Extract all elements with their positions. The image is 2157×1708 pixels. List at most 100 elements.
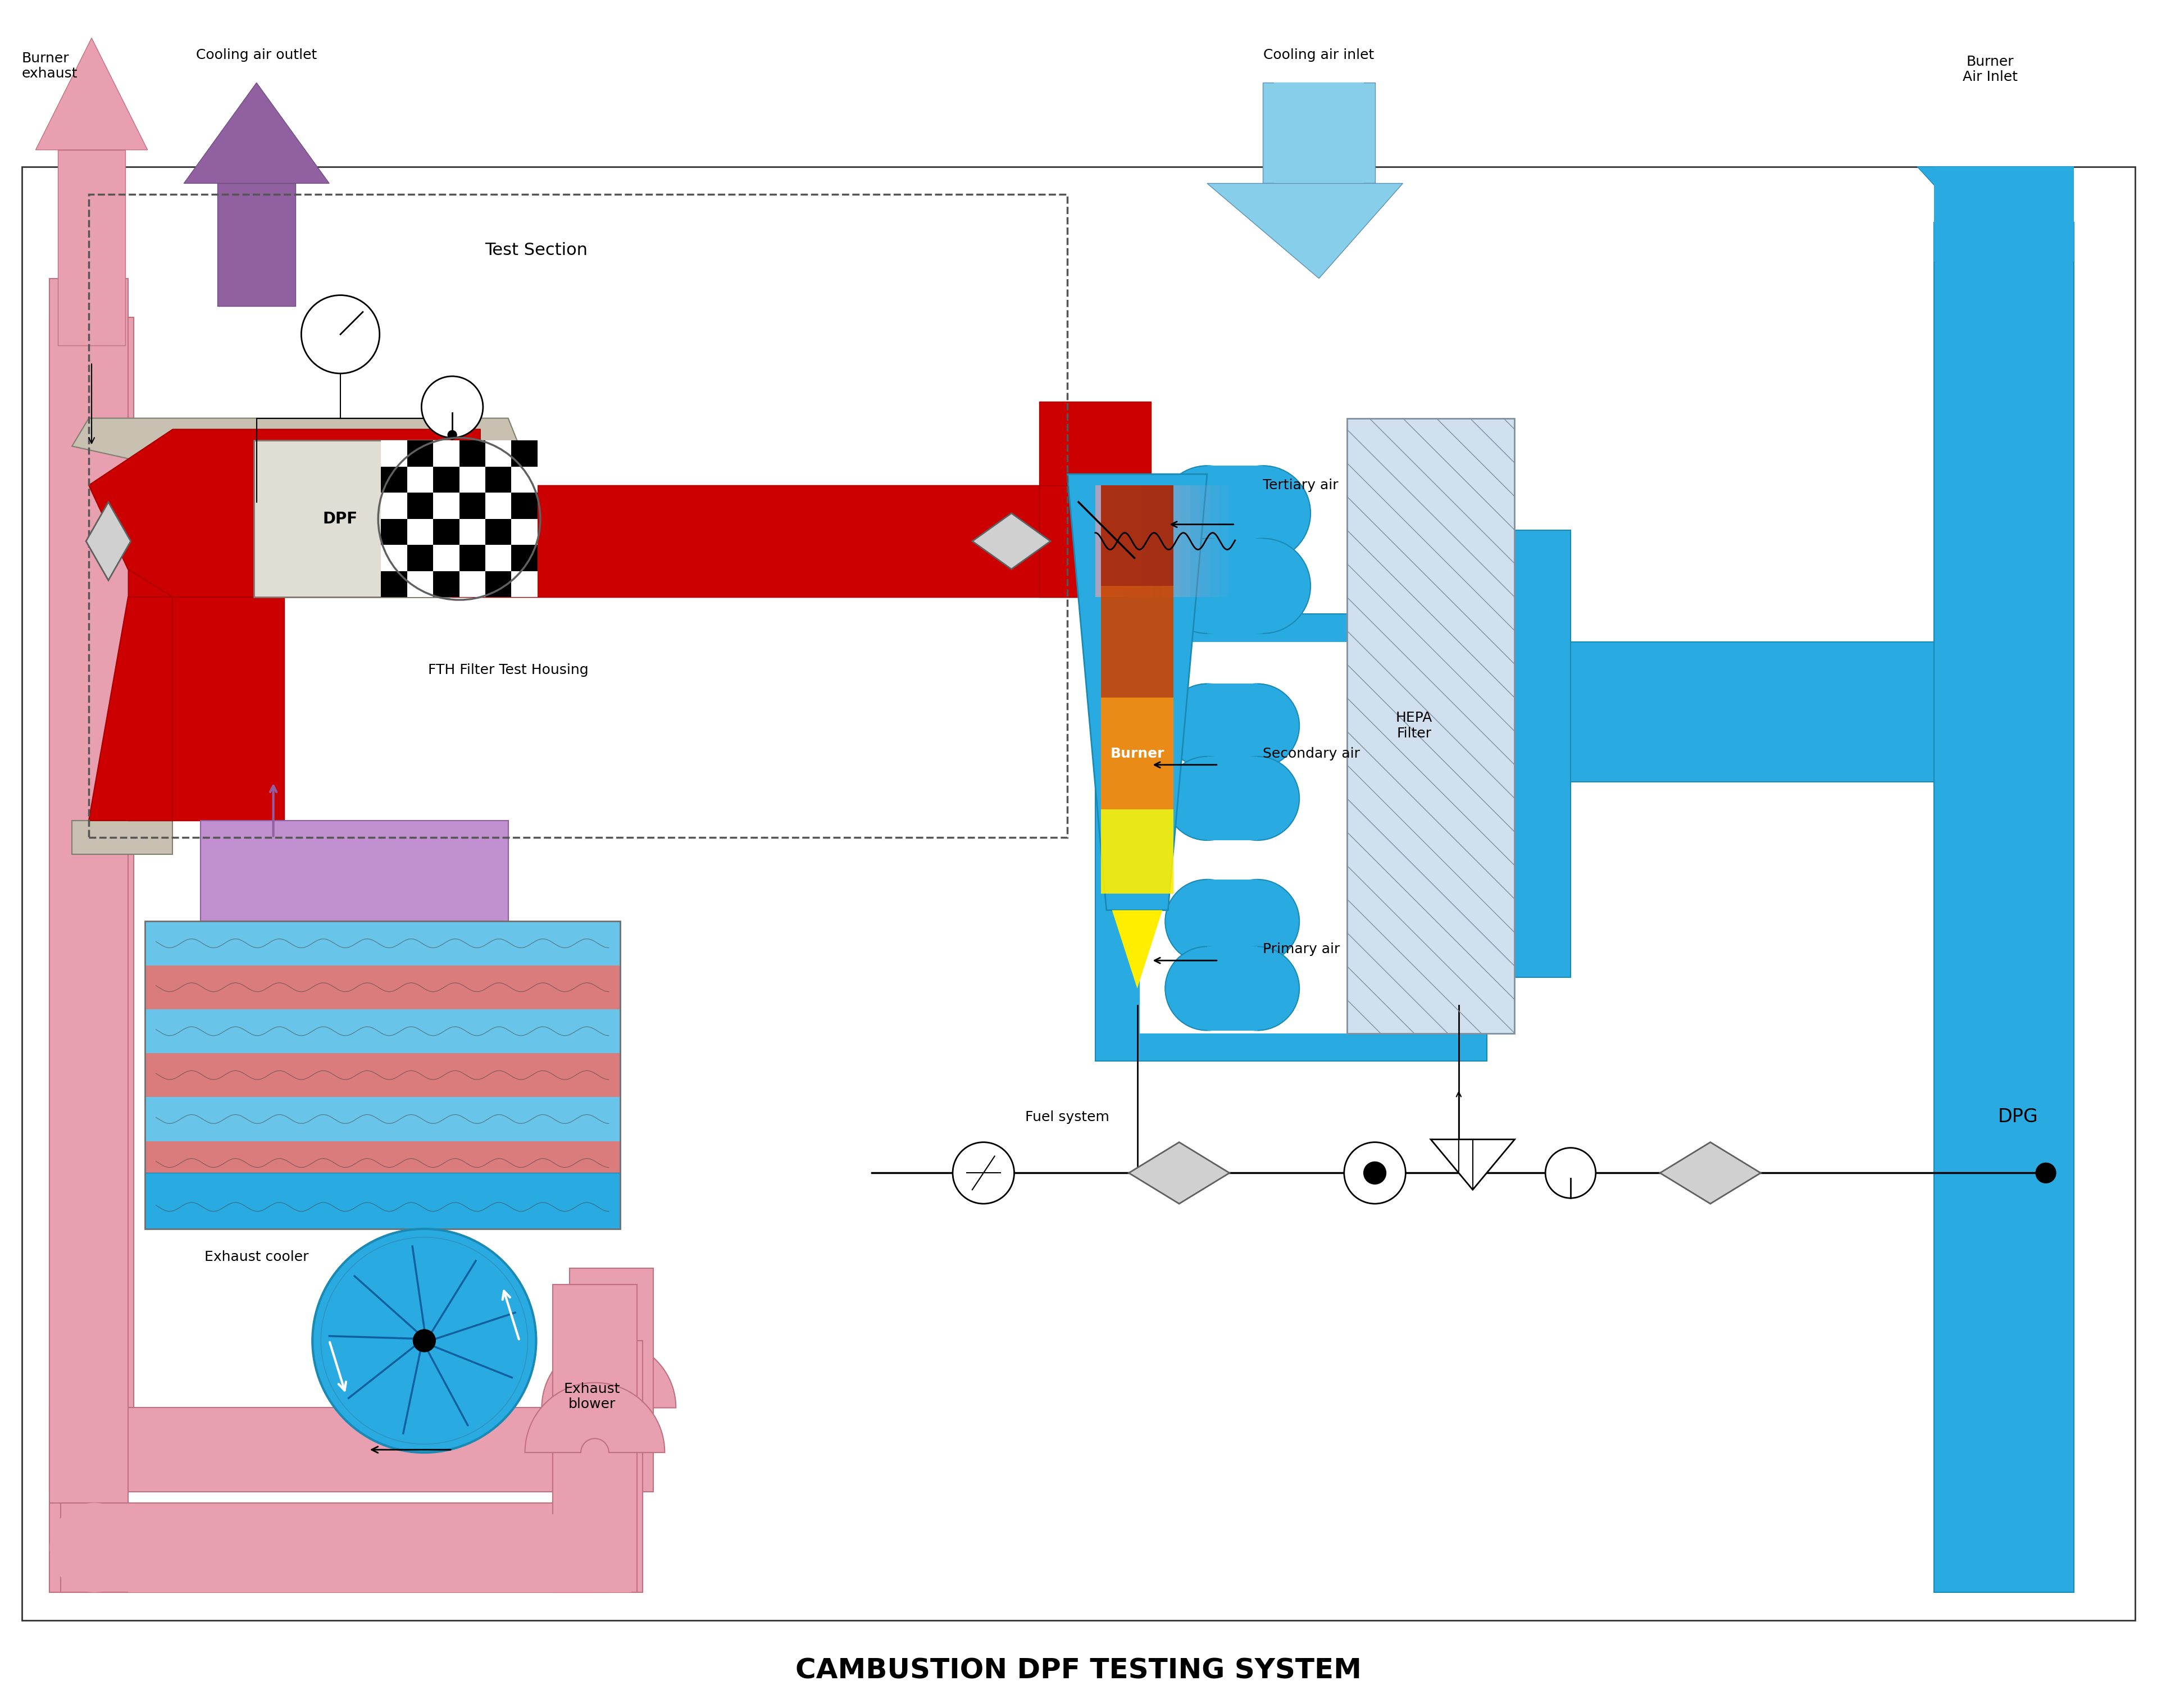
Bar	[485, 441, 511, 466]
Bar	[145, 921, 619, 965]
Bar	[145, 965, 619, 1009]
Bar	[459, 466, 485, 492]
Bar	[127, 1513, 632, 1592]
Circle shape	[421, 376, 483, 437]
Polygon shape	[524, 1383, 664, 1452]
Bar	[434, 441, 459, 466]
Circle shape	[1544, 1148, 1596, 1197]
Bar	[485, 466, 511, 492]
Bar	[1141, 642, 1447, 1033]
Bar	[1935, 222, 2073, 1592]
Circle shape	[1217, 880, 1299, 963]
Bar	[408, 570, 434, 598]
Bar	[1210, 485, 1219, 598]
Bar	[408, 466, 434, 492]
Polygon shape	[541, 1341, 675, 1407]
Bar	[408, 441, 434, 466]
Text: Primary air: Primary air	[1264, 943, 1339, 956]
Bar	[382, 441, 408, 466]
Polygon shape	[1661, 1143, 1760, 1204]
Polygon shape	[1430, 1139, 1514, 1190]
Bar	[1236, 670, 1486, 753]
Bar	[382, 570, 408, 598]
Bar	[145, 1054, 619, 1097]
Bar	[382, 519, 408, 545]
Circle shape	[302, 295, 380, 374]
Polygon shape	[1100, 586, 1173, 699]
Bar	[459, 519, 485, 545]
Bar	[1132, 485, 1143, 598]
Circle shape	[1217, 757, 1299, 840]
Bar	[485, 570, 511, 598]
Polygon shape	[71, 822, 173, 854]
Bar	[1208, 538, 1264, 634]
Bar	[453, 485, 1124, 598]
Bar	[552, 1284, 636, 1592]
Text: CAMBUSTION DPF TESTING SYSTEM: CAMBUSTION DPF TESTING SYSTEM	[796, 1657, 1361, 1684]
Text: Cooling air outlet: Cooling air outlet	[196, 48, 317, 61]
Polygon shape	[183, 82, 330, 183]
Bar	[145, 1009, 619, 1054]
Bar	[1935, 167, 2073, 261]
Polygon shape	[1918, 167, 2073, 261]
Polygon shape	[1113, 910, 1163, 989]
Bar	[1208, 683, 1258, 767]
Bar	[50, 278, 127, 1592]
Bar	[511, 492, 537, 519]
Bar	[50, 1407, 608, 1491]
Circle shape	[1363, 1161, 1387, 1184]
Bar	[382, 492, 408, 519]
Bar	[459, 545, 485, 570]
Bar	[60, 1503, 591, 1592]
Bar	[1124, 485, 1132, 598]
Bar	[511, 441, 537, 466]
Bar	[218, 183, 296, 306]
Bar	[434, 492, 459, 519]
Bar	[1040, 485, 1180, 598]
Bar	[88, 195, 1068, 837]
Text: HEPA
Filter: HEPA Filter	[1396, 711, 1432, 740]
Bar	[201, 822, 509, 921]
Bar	[434, 466, 459, 492]
Bar	[434, 545, 459, 570]
Bar	[1191, 485, 1199, 598]
Bar	[1199, 485, 1210, 598]
Polygon shape	[88, 598, 173, 822]
Bar	[22, 167, 2135, 1621]
Bar	[511, 466, 537, 492]
Circle shape	[1217, 538, 1311, 634]
Polygon shape	[1100, 699, 1173, 810]
Circle shape	[1165, 757, 1249, 840]
Bar	[569, 1267, 654, 1491]
Circle shape	[1165, 946, 1249, 1030]
Polygon shape	[71, 418, 520, 468]
Bar	[408, 492, 434, 519]
Text: FTH Filter Test Housing: FTH Filter Test Housing	[427, 663, 589, 676]
Bar	[50, 1503, 608, 1592]
Bar	[1096, 613, 1486, 1061]
Bar	[145, 1097, 619, 1141]
Bar	[382, 466, 408, 492]
Bar	[459, 570, 485, 598]
Bar	[511, 570, 537, 598]
Text: Burner
Air Inlet: Burner Air Inlet	[1963, 55, 2017, 84]
Bar	[434, 570, 459, 598]
Bar	[1163, 485, 1171, 598]
Circle shape	[1344, 1143, 1406, 1204]
Bar	[1208, 880, 1258, 963]
Text: Tertiary air: Tertiary air	[1264, 478, 1339, 492]
Text: Burner: Burner	[1111, 746, 1165, 760]
Text: DPF: DPF	[324, 511, 358, 526]
Bar	[145, 1141, 619, 1185]
Bar	[1208, 757, 1258, 840]
Circle shape	[1160, 538, 1255, 634]
Bar	[1208, 946, 1258, 1030]
Bar	[1152, 485, 1163, 598]
Circle shape	[50, 1503, 138, 1592]
Bar	[485, 492, 511, 519]
Bar	[485, 545, 511, 570]
Bar	[1486, 529, 1570, 977]
Bar	[1514, 642, 1935, 782]
Bar	[1208, 466, 1264, 560]
Bar	[511, 519, 537, 545]
